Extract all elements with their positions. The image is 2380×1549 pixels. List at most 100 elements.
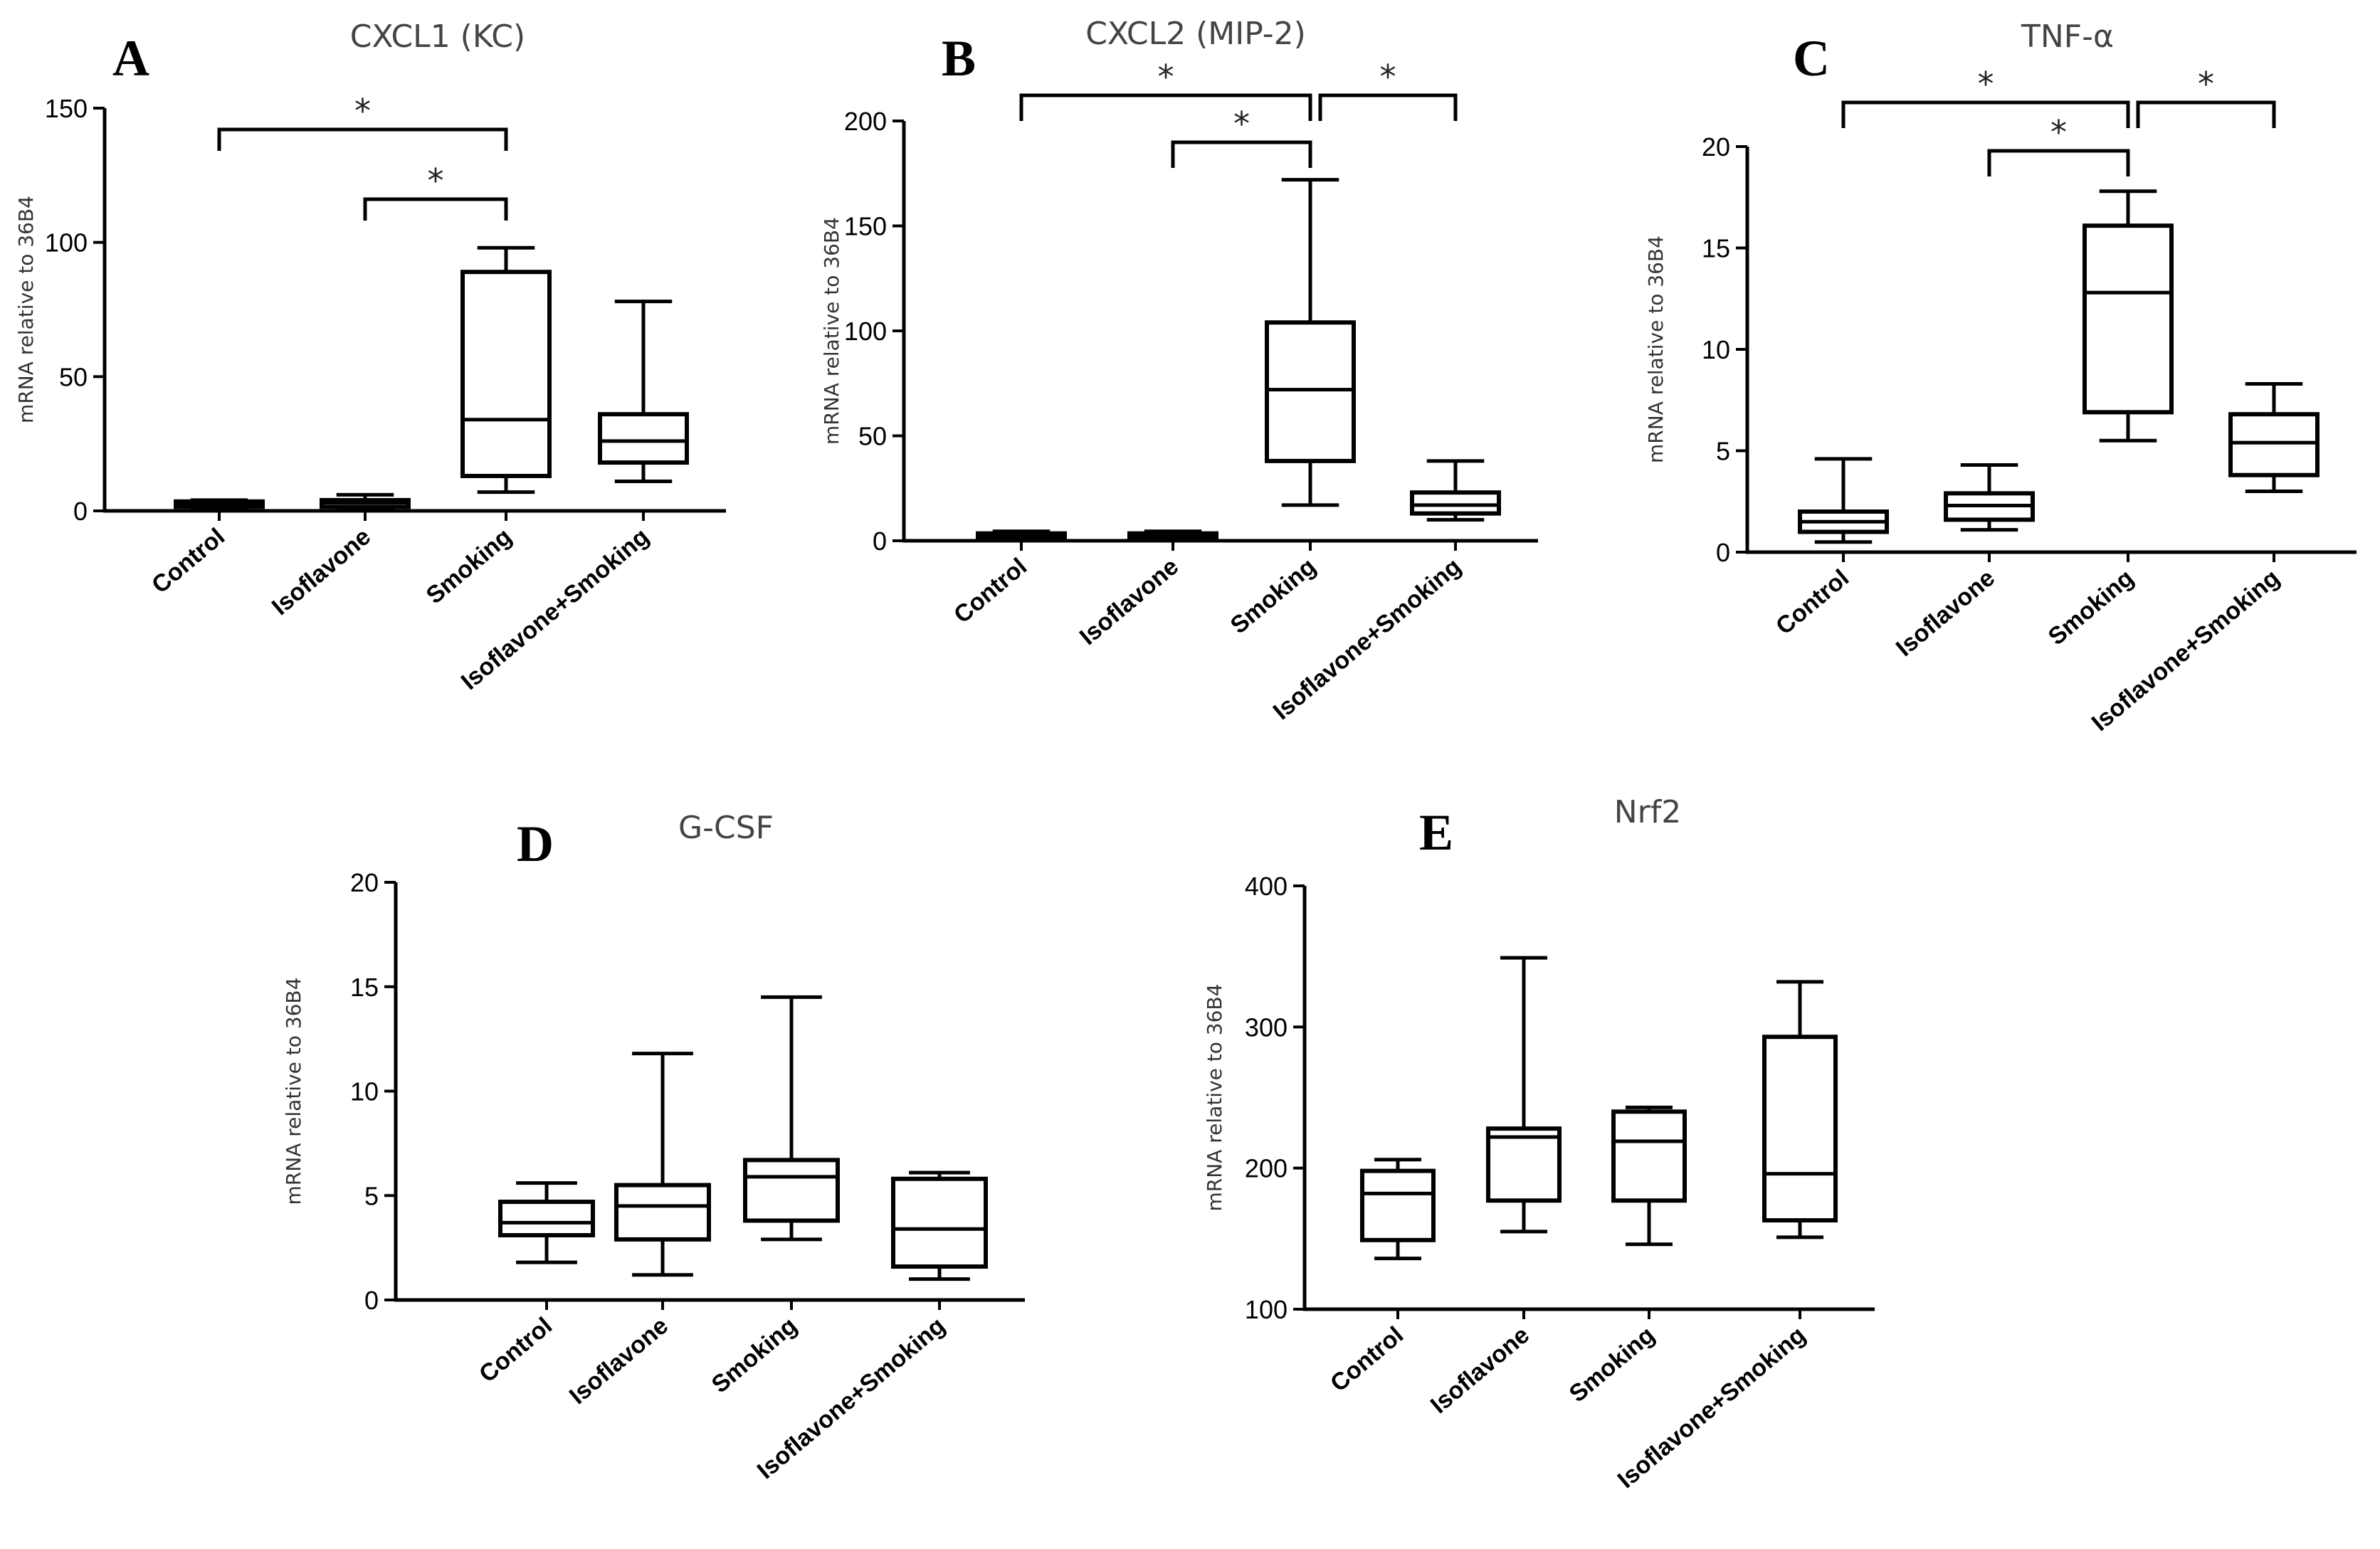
box-iqr [498, 1200, 595, 1238]
y-tick-label: 100 [45, 228, 88, 258]
box-1 [1944, 462, 2035, 562]
box-3 [891, 1170, 988, 1310]
panel-letter: E [1419, 804, 1453, 861]
significance-bracket: * [1841, 65, 2130, 128]
box-1 [614, 1052, 711, 1310]
y-tick-label: 0 [1716, 538, 1730, 567]
panel-letter: B [942, 30, 976, 87]
box-iqr [598, 412, 689, 465]
y-tick-label: 100 [1245, 1295, 1288, 1324]
significance-star: * [1158, 58, 1174, 96]
panel-A: A CXCL1 (KC) mRNA relative to 36B4 0 50 100 15… [14, 18, 726, 695]
bracket-line [2136, 100, 2276, 128]
significance-bracket: * [217, 92, 508, 151]
box-iqr [1486, 1126, 1562, 1203]
box-0 [1360, 1158, 1436, 1319]
y-tick-label: 200 [844, 107, 887, 136]
box-iqr [1265, 320, 1356, 463]
category-label: Control [147, 523, 230, 599]
category-label: Smoking [1226, 553, 1321, 639]
y-tick-label: 20 [350, 868, 379, 897]
category-label: Smoking [2043, 564, 2139, 650]
box-iqr [2228, 412, 2320, 477]
significance-star: * [2050, 113, 2067, 152]
bracket-line [1841, 100, 2130, 128]
box-2 [743, 995, 840, 1310]
box-iqr [2082, 223, 2174, 415]
significance-bracket: * [2136, 65, 2276, 128]
bracket-line [1019, 93, 1312, 121]
box-0 [976, 529, 1067, 551]
bracket-line [1171, 140, 1312, 168]
panel-letter: D [517, 815, 554, 872]
y-tick-label: 150 [844, 212, 887, 241]
y-tick-label: 15 [350, 973, 379, 1002]
y-tick-label: 0 [73, 497, 88, 526]
y-tick-label: 100 [844, 317, 887, 346]
box-1 [320, 492, 411, 521]
chart-title: Nrf2 [1614, 794, 1682, 830]
category-label: Isoflavone [267, 523, 376, 620]
y-axis-label: mRNA relative to 36B4 [1644, 236, 1668, 463]
y-tick-label: 5 [1716, 437, 1730, 466]
y-tick-label: 5 [364, 1181, 379, 1210]
box-2 [1611, 1105, 1687, 1319]
y-tick-label: 0 [364, 1286, 379, 1315]
category-label: Isoflavone [1426, 1321, 1534, 1419]
significance-star: * [354, 92, 371, 130]
significance-bracket: * [1987, 113, 2130, 176]
category-label: Isoflavone [1075, 553, 1184, 650]
bracket-line [217, 127, 508, 151]
box-1 [1127, 529, 1218, 551]
y-tick-label: 0 [873, 527, 887, 556]
chart-title: TNF-α [2021, 18, 2114, 55]
y-axis-label: mRNA relative to 36B4 [1203, 984, 1226, 1212]
significance-bracket: * [363, 162, 508, 221]
y-tick-label: 15 [1702, 234, 1730, 263]
panel-E: E Nrf2 mRNA relative to 36B4 100 200 300 400 Co… [1203, 794, 1875, 1494]
box-3 [1762, 980, 1838, 1319]
y-tick-label: 10 [350, 1077, 379, 1106]
bracket-line [1987, 149, 2130, 176]
significance-star: * [2198, 65, 2214, 103]
y-tick-label: 10 [1702, 335, 1730, 364]
panel-letter: A [112, 30, 149, 87]
y-tick-label: 50 [59, 362, 88, 391]
box-0 [498, 1181, 595, 1310]
y-axis-label: mRNA relative to 36B4 [14, 196, 38, 423]
significance-bracket: * [1318, 58, 1458, 121]
category-label: Smoking [421, 523, 517, 609]
box-3 [1410, 459, 1501, 551]
box-3 [2228, 381, 2320, 562]
significance-star: * [428, 162, 444, 200]
significance-star: * [1380, 58, 1396, 96]
box-0 [174, 498, 265, 521]
significance-star: * [1233, 105, 1250, 143]
category-label: Control [949, 553, 1032, 629]
y-axis-label: mRNA relative to 36B4 [820, 217, 843, 445]
chart-title: CXCL1 (KC) [350, 18, 525, 55]
y-tick-label: 150 [45, 94, 88, 123]
box-3 [598, 300, 689, 521]
y-tick-label: 200 [1245, 1154, 1288, 1183]
y-tick-label: 50 [858, 422, 887, 451]
panel-C: C TNF-α mRNA relative to 36B4 0 5 10 15 20 Contr… [1644, 18, 2357, 736]
panel-letter: C [1793, 30, 1830, 87]
box-iqr [743, 1158, 840, 1223]
box-2 [1265, 178, 1356, 551]
category-label: Control [1771, 564, 1854, 640]
box-iqr [1360, 1168, 1436, 1242]
category-label: Smoking [1564, 1321, 1660, 1407]
category-label: Isoflavone [564, 1312, 673, 1410]
box-2 [2082, 189, 2174, 562]
box-iqr [1410, 490, 1501, 516]
chart-title: CXCL2 (MIP-2) [1085, 16, 1306, 52]
y-tick-label: 20 [1702, 132, 1730, 162]
panel-D: D G-CSF mRNA relative to 36B4 0 5 10 15 20 Contr… [282, 810, 1025, 1484]
box-0 [1798, 457, 1889, 562]
y-tick-label: 300 [1245, 1013, 1288, 1042]
category-label: Control [474, 1312, 557, 1388]
box-iqr [460, 270, 552, 478]
panel-B: B CXCL2 (MIP-2) mRNA relative to 36B4 0 50 10… [820, 16, 1538, 725]
